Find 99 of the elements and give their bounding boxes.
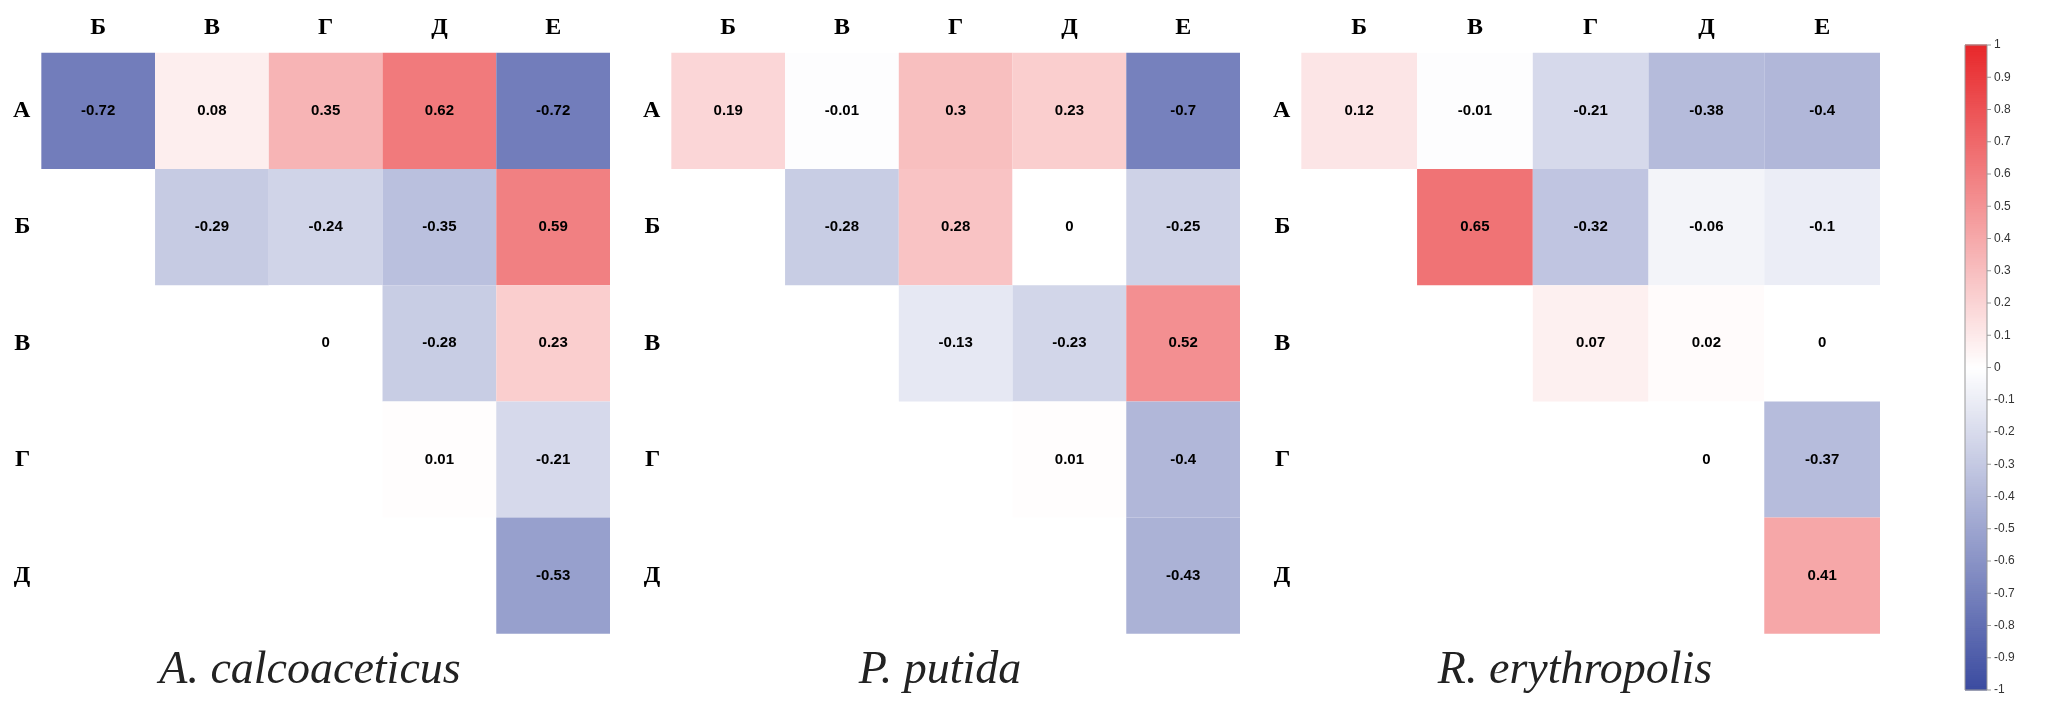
data-label: 0 [1702, 449, 1711, 467]
color-bar-label: 0.8 [1994, 101, 2012, 116]
y-tick-label: Г [645, 444, 661, 471]
color-bar-label: 1 [1994, 37, 2001, 52]
x-tick-label: Г [318, 12, 334, 39]
y-tick-label: В [14, 328, 31, 355]
color-bar-label: 0.4 [1994, 230, 2012, 245]
data-label: -0.37 [1805, 449, 1840, 467]
x-tick-label: Д [1698, 12, 1716, 39]
data-label: -0.21 [1573, 101, 1608, 119]
data-label: 0.12 [1344, 101, 1374, 119]
data-label: 0.65 [1460, 217, 1490, 235]
color-bar-label: 0.3 [1994, 263, 2012, 278]
color-bar-label: 0.5 [1994, 198, 2012, 213]
data-label: 0.62 [424, 101, 454, 119]
data-label: -0.4 [1170, 449, 1197, 467]
x-tick-label: В [1466, 12, 1483, 39]
data-label: 0.08 [197, 101, 227, 119]
data-label: -0.43 [1166, 565, 1201, 583]
color-bar-label: -0.4 [1994, 488, 2015, 503]
y-tick-label: Г [1275, 444, 1291, 471]
y-tick-label: Д [643, 560, 661, 587]
color-bar-label: -0.3 [1994, 456, 2015, 471]
y-tick-label: Б [14, 212, 31, 239]
color-bar-label: -0.2 [1994, 424, 2015, 439]
x-tick-label: Д [1061, 12, 1079, 39]
data-label: 0.23 [538, 333, 568, 351]
data-label: -0.01 [824, 101, 860, 119]
color-bar-label: -0.7 [1994, 585, 2015, 600]
data-label: -0.35 [422, 217, 457, 235]
x-tick-label: В [203, 12, 220, 39]
data-label: 0.59 [538, 217, 568, 235]
color-bar-label: -1 [1994, 682, 2005, 697]
x-tick-label: Б [720, 12, 737, 39]
y-tick-label: Б [1274, 212, 1291, 239]
data-label: -0.7 [1170, 101, 1197, 119]
data-label: -0.01 [1457, 101, 1493, 119]
x-tick-label: Е [1175, 12, 1192, 39]
y-tick-label: Г [15, 444, 31, 471]
x-tick-label: Б [90, 12, 107, 39]
data-label: 0 [1065, 217, 1074, 235]
color-bar-label: 0.7 [1994, 134, 2012, 149]
data-label: 0 [1817, 333, 1827, 351]
color-bar-label: 0.9 [1994, 69, 2012, 84]
data-label: 0.23 [1054, 101, 1084, 119]
data-label: -0.06 [1689, 217, 1724, 235]
data-label: 0.52 [1168, 333, 1198, 351]
color-bar-label: 0 [1994, 359, 2001, 374]
data-label: -0.4 [1809, 101, 1836, 119]
y-tick-label: Б [644, 212, 661, 239]
color-bar-label: 0.6 [1994, 166, 2012, 181]
color-bar-label: -0.5 [1994, 521, 2015, 536]
color-bar-label: -0.9 [1994, 650, 2015, 665]
data-label: -0.38 [1689, 101, 1724, 119]
data-label: 0.01 [1054, 449, 1084, 467]
y-tick-label: А [12, 96, 31, 123]
y-tick-label: А [1272, 96, 1291, 123]
data-label: -0.28 [422, 333, 457, 351]
color-bar-label: -0.6 [1994, 553, 2015, 568]
color-bar-label: -0.8 [1994, 617, 2015, 632]
data-label: -0.25 [1166, 217, 1201, 235]
data-label: -0.24 [308, 217, 344, 235]
x-tick-label: Д [431, 12, 449, 39]
data-label: -0.23 [1052, 333, 1087, 351]
y-tick-label: Д [1273, 560, 1291, 587]
x-tick-label: Г [1583, 12, 1599, 39]
color-bar-label: 0.1 [1994, 327, 2012, 342]
y-tick-label: Д [13, 560, 31, 587]
data-label: -0.72 [81, 101, 116, 119]
data-label: 0 [321, 333, 330, 351]
text: A. calcoaceticus [156, 642, 461, 694]
data-label: 0.07 [1576, 333, 1606, 351]
data-label: 0.01 [424, 449, 454, 467]
data-label: -0.53 [536, 565, 571, 583]
text: R. erythropolis [1436, 642, 1713, 694]
x-tick-label: Е [545, 12, 562, 39]
color-bar-label: -0.1 [1994, 392, 2015, 407]
data-label: 0.19 [713, 101, 743, 119]
data-label: -0.32 [1573, 217, 1608, 235]
data-label: -0.21 [536, 449, 571, 467]
data-label: 0.3 [945, 101, 967, 119]
x-tick-label: Б [1351, 12, 1368, 39]
x-tick-label: Е [1814, 12, 1831, 39]
data-label: 0.28 [941, 217, 971, 235]
y-tick-label: В [644, 328, 661, 355]
y-tick-label: А [642, 96, 661, 123]
color-bar-label: 0.2 [1994, 295, 2012, 310]
data-label: 0.02 [1691, 333, 1721, 351]
data-label: 0.41 [1807, 565, 1837, 583]
x-tick-label: Г [948, 12, 964, 39]
data-label: 0.35 [311, 101, 341, 119]
data-label: -0.13 [938, 333, 973, 351]
data-label: -0.72 [536, 101, 571, 119]
text: P. putida [857, 642, 1022, 694]
data-label: -0.29 [194, 217, 230, 235]
x-tick-label: В [833, 12, 850, 39]
data-label: -0.28 [824, 217, 860, 235]
y-tick-label: В [1274, 328, 1291, 355]
data-label: -0.1 [1809, 217, 1836, 235]
